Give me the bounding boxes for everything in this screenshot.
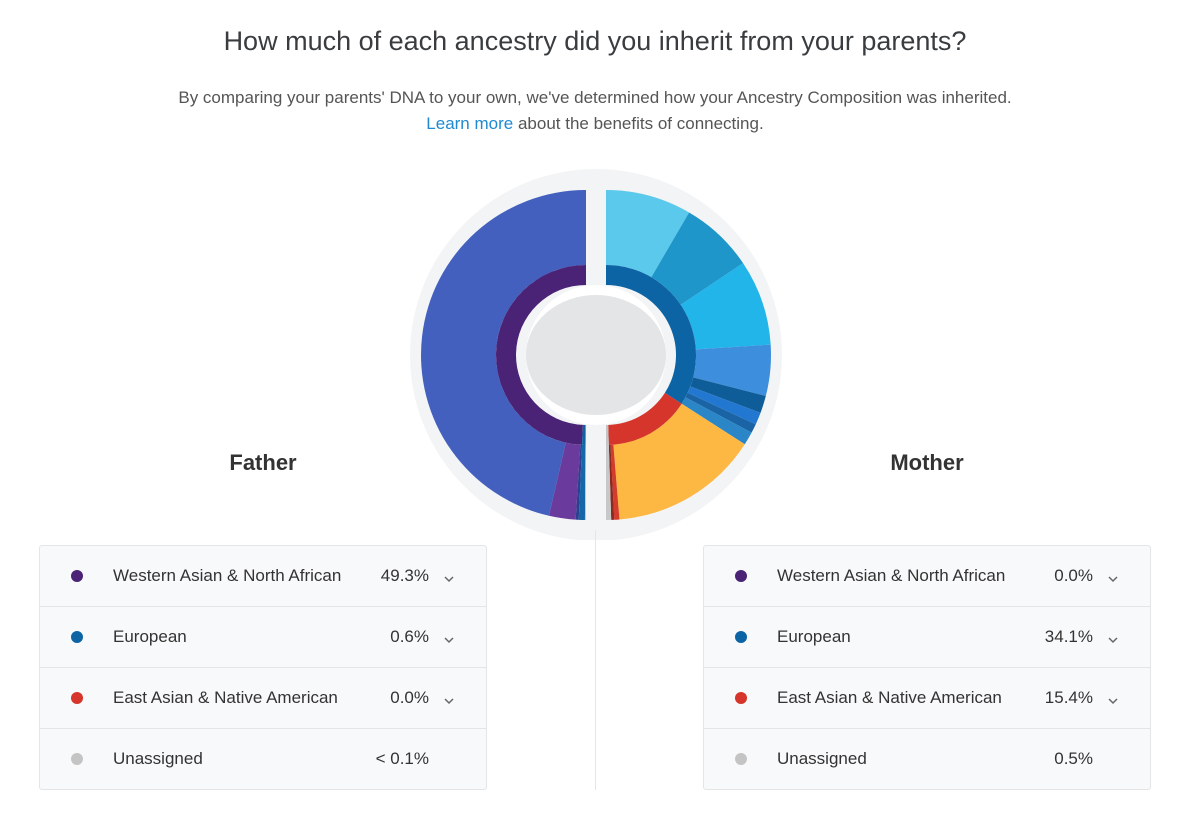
divider — [595, 530, 596, 790]
color-dot — [71, 753, 83, 765]
ancestry-row[interactable]: European 34.1% — [704, 607, 1150, 668]
chevron-icon — [444, 637, 454, 644]
ancestry-row[interactable]: East Asian & Native American 15.4% — [704, 668, 1150, 729]
ancestry-percent: 0.6% — [390, 627, 429, 646]
expand-chevron[interactable] — [443, 631, 455, 651]
father-heading: Father — [229, 450, 297, 475]
mother-table: Western Asian & North African 0.0% Europea… — [703, 545, 1151, 790]
ancestry-row[interactable]: European 0.6% — [40, 607, 486, 668]
outer-segment — [685, 392, 756, 433]
chevron-icon — [1108, 576, 1118, 583]
chevron-icon — [444, 576, 454, 583]
outer-segment — [584, 444, 586, 520]
color-dot — [71, 570, 83, 582]
ancestry-label: Unassigned — [777, 749, 867, 768]
expand-chevron[interactable] — [443, 692, 455, 712]
ancestry-percent: 34.1% — [1044, 627, 1093, 646]
ancestry-label: Western Asian & North African — [777, 566, 1006, 585]
outer-segment — [578, 444, 586, 520]
color-dot — [735, 692, 747, 704]
expand-chevron[interactable] — [1107, 692, 1119, 712]
ancestry-percent: 49.3% — [380, 566, 429, 585]
ancestry-percent: 15.4% — [1044, 688, 1093, 707]
expand-chevron[interactable] — [1107, 631, 1119, 651]
inner-segment — [606, 424, 609, 446]
mother-heading: Mother — [890, 450, 964, 475]
ancestry-label: European — [777, 627, 851, 646]
outer-segment — [610, 444, 620, 520]
inner-segment — [495, 265, 586, 445]
outer-segment — [680, 263, 771, 350]
ancestry-label: Western Asian & North African — [113, 566, 342, 585]
learn-more-link[interactable]: Learn more — [426, 114, 514, 133]
color-dot — [735, 753, 747, 765]
ancestry-row[interactable]: Western Asian & North African 49.3% — [40, 546, 486, 607]
outer-segment — [575, 444, 583, 520]
inner-segment — [608, 392, 682, 445]
inner-segment — [585, 424, 586, 446]
color-dot — [735, 570, 747, 582]
ancestry-percent: < 0.1% — [375, 749, 429, 768]
outer-segment — [421, 190, 586, 516]
color-dot — [71, 692, 83, 704]
chevron-icon — [1108, 637, 1118, 644]
outer-segment — [681, 397, 752, 445]
donut-center — [526, 295, 666, 415]
outer-segment — [613, 403, 745, 520]
ancestry-label: East Asian & Native American — [113, 688, 338, 707]
title: How much of each ancestry did you inheri… — [223, 26, 967, 56]
ancestry-percent: 0.0% — [1054, 566, 1093, 585]
outer-segment — [651, 212, 744, 305]
subtitle-text: By comparing your parents' DNA to your o… — [178, 88, 1012, 107]
ancestry-row[interactable]: Western Asian & North African 0.0% — [704, 546, 1150, 607]
outer-segment — [606, 444, 612, 520]
outer-segment — [548, 442, 581, 520]
expand-chevron[interactable] — [443, 570, 455, 590]
ancestry-percent: 0.5% — [1054, 749, 1093, 768]
ancestry-row: Unassigned 0.5% — [704, 729, 1150, 789]
outer-segment — [606, 190, 690, 278]
chevron-icon — [444, 698, 454, 705]
subtitle: By comparing your parents' DNA to your o… — [165, 85, 1025, 137]
inner-segment — [606, 265, 696, 404]
ancestry-label: Unassigned — [113, 749, 203, 768]
ancestry-row[interactable]: East Asian & Native American 0.0% — [40, 668, 486, 729]
inner-segment — [582, 424, 586, 445]
color-dot — [71, 631, 83, 643]
outer-segment — [687, 386, 761, 425]
outer-segment — [693, 344, 771, 397]
subtitle-text: about the benefits of connecting. — [517, 114, 764, 133]
ancestry-row: Unassigned < 0.1% — [40, 729, 486, 789]
ancestry-label: European — [113, 627, 187, 646]
donut-chart — [410, 169, 782, 540]
expand-chevron[interactable] — [1107, 570, 1119, 590]
father-table: Western Asian & North African 49.3% Europe… — [39, 545, 487, 790]
outer-segment — [608, 444, 615, 520]
ancestry-label: East Asian & Native American — [777, 688, 1002, 707]
chevron-icon — [1108, 698, 1118, 705]
color-dot — [735, 631, 747, 643]
outer-segment — [690, 377, 766, 413]
ancestry-percent: 0.0% — [390, 688, 429, 707]
